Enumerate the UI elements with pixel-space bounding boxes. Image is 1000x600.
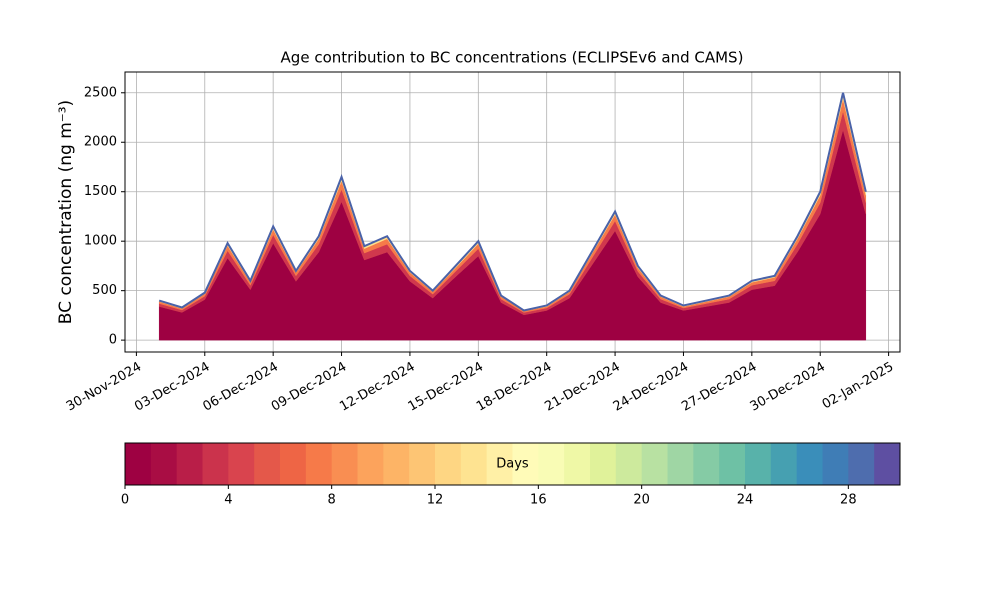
y-tick-label: 1500 [84,184,117,199]
colorbar-swatch [202,443,229,485]
x-tick-label: 06-Dec-2024 [201,360,281,415]
x-tick-label: 09-Dec-2024 [269,360,349,415]
colorbar-swatch [538,443,565,485]
x-tick-label: 18-Dec-2024 [474,360,554,415]
colorbar-tick-label: 16 [530,493,547,508]
colorbar-swatch [435,443,462,485]
x-tick-label: 03-Dec-2024 [132,360,212,415]
y-tick-label: 2500 [84,85,117,100]
colorbar-tick-label: 8 [328,493,336,508]
x-tick-label: 12-Dec-2024 [337,360,417,415]
colorbar-swatch [667,443,694,485]
y-tick-label: 1000 [84,234,117,249]
colorbar-swatch [305,443,333,485]
chart-title: Age contribution to BC concentrations (E… [281,49,744,67]
colorbar-swatch [745,443,772,485]
colorbar-swatch [874,443,901,485]
colorbar-swatch [615,443,643,485]
colorbar-tick-label: 4 [224,493,232,508]
colorbar-tick-label: 20 [633,493,650,508]
colorbar-swatch [383,443,410,485]
colorbar-frame [124,442,901,486]
colorbar-swatch [357,443,384,485]
colorbar-swatch [228,443,255,485]
x-tick-label: 30-Nov-2024 [64,360,144,415]
y-tick-label: 500 [92,283,117,298]
x-tick-label: 30-Dec-2024 [748,360,828,415]
colorbar-swatch [590,443,617,485]
x-tick-label: 02-Jan-2025 [820,360,897,413]
colorbar-swatch [770,443,798,485]
colorbar-tick-label: 28 [840,493,857,508]
colorbar-swatch [564,443,591,485]
plot-frame [124,71,901,353]
colorbar-swatch [641,443,668,485]
colorbar-swatch [486,443,513,485]
y-tick-label: 2000 [84,135,117,150]
colorbar-swatch [796,443,823,485]
colorbar-swatch [693,443,720,485]
colorbar-swatch [331,443,358,485]
colorbar-swatch [254,443,281,485]
colorbar-swatch [176,443,203,485]
colorbar-swatch [848,443,875,485]
colorbar-swatch [409,443,436,485]
colorbar-swatch [460,443,488,485]
colorbar-tick-label: 24 [737,493,754,508]
x-tick-label: 15-Dec-2024 [406,360,486,415]
y-axis-label: BC concentration (ng m⁻³) [56,100,76,324]
x-tick-label: 24-Dec-2024 [611,360,691,415]
colorbar-swatch [125,443,152,485]
x-tick-label: 27-Dec-2024 [679,360,759,415]
colorbar-swatch [822,443,849,485]
colorbar-swatch [280,443,307,485]
colorbar-swatch [150,443,178,485]
colorbar-label: Days [496,457,529,472]
colorbar-tick-label: 0 [121,493,129,508]
colorbar-swatch [719,443,746,485]
y-tick-label: 0 [109,333,117,348]
colorbar-tick-label: 12 [427,493,444,508]
outline [158,92,867,312]
x-tick-label: 21-Dec-2024 [542,360,622,415]
colorbar-swatch [512,443,539,485]
